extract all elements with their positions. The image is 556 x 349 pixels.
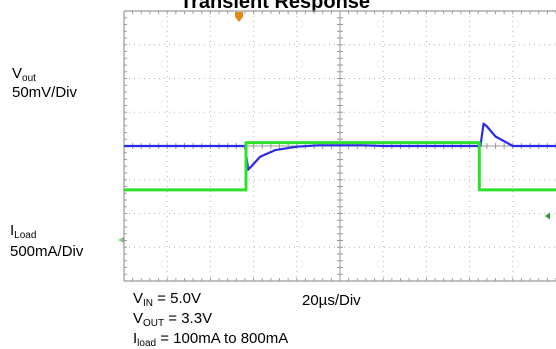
vout-value: = 3.3V	[164, 310, 213, 327]
vout-label-base: V	[12, 65, 23, 82]
timebase-label: 20µs/Div	[302, 292, 361, 309]
iload-scale-label: 500mA/Div	[10, 243, 84, 260]
iload-condition: Iload = 100mA to 800mA	[133, 330, 289, 349]
vin-sub: IN	[143, 298, 154, 309]
vout-sub: OUT	[143, 318, 165, 329]
vout-base: V	[133, 310, 144, 327]
iload-sub: load	[137, 338, 157, 349]
vin-base: V	[133, 290, 144, 307]
iload-base: I	[133, 330, 138, 347]
vout-label-sub: out	[22, 73, 36, 84]
channel-ground-icon	[118, 237, 124, 243]
vout-condition: VOUT = 3.3V	[133, 310, 213, 329]
iload-trace	[124, 141, 556, 192]
vin-condition: VIN = 5.0V	[133, 290, 201, 309]
trigger-level-icon	[545, 212, 550, 220]
chart-title: Transient Response	[179, 0, 371, 13]
iload-value: = 100mA to 800mA	[156, 330, 289, 347]
scope-traces	[124, 122, 556, 192]
vout-scale-label: 50mV/Div	[12, 84, 78, 101]
vin-value: = 5.0V	[153, 290, 201, 307]
scope-markers	[118, 12, 550, 243]
vout-channel-label: Vout	[12, 65, 36, 84]
vout-trace	[124, 122, 556, 171]
iload-label-sub: Load	[14, 230, 37, 241]
iload-label-base: I	[10, 222, 15, 239]
trigger-position-icon	[235, 12, 243, 22]
iload-channel-label: ILoad	[10, 222, 37, 241]
